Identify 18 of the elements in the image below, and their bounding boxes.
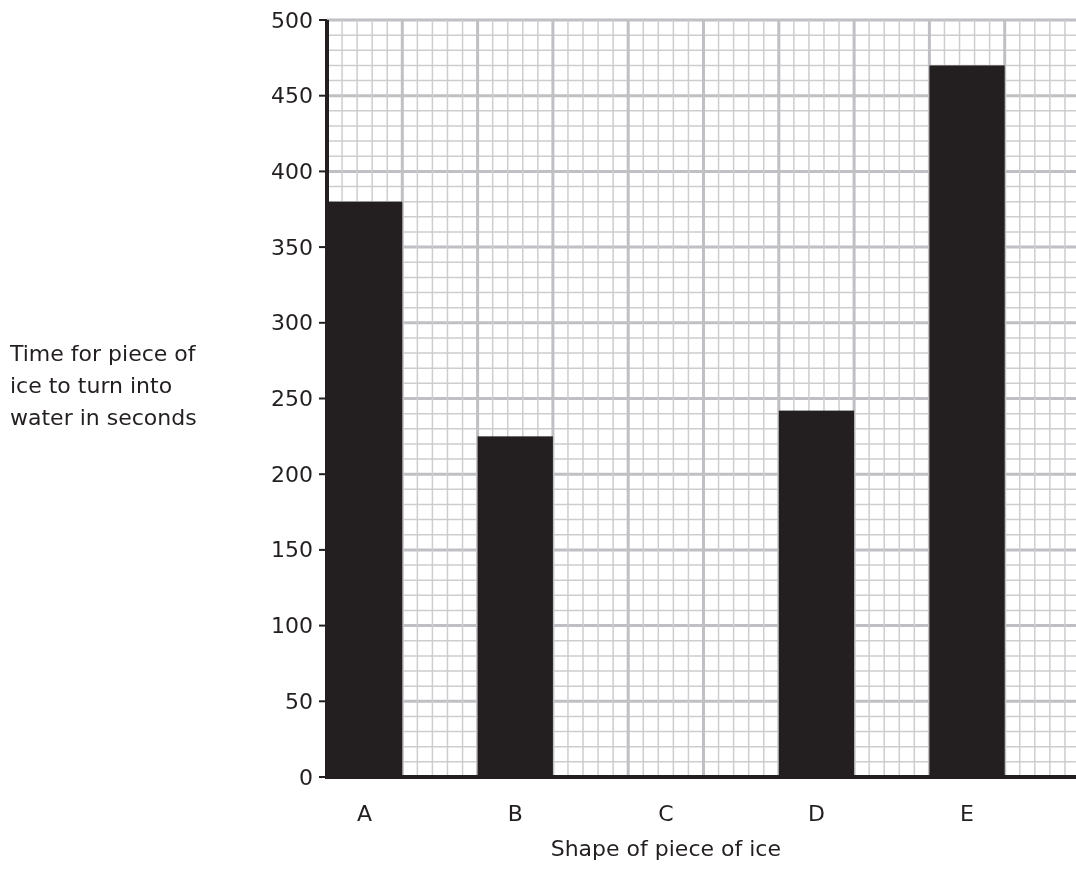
- y-tick-label: 350: [271, 234, 313, 260]
- x-tick-label: E: [960, 800, 974, 826]
- x-tick-label: D: [807, 800, 825, 826]
- y-axis-title: Time for piece of ice to turn into water in seconds: [9, 340, 197, 430]
- y-tick-label: 300: [271, 310, 313, 336]
- y-tick-label: 250: [271, 386, 313, 411]
- y-tick-label: 500: [271, 7, 313, 33]
- x-tick-label: C: [658, 800, 674, 826]
- x-tick-label: A: [357, 800, 373, 826]
- y-tick-label: 200: [271, 461, 313, 487]
- y-tick-label: 150: [271, 537, 313, 563]
- y-tick-label: 50: [285, 688, 313, 714]
- y-tick-label: 400: [271, 158, 313, 184]
- y-tick-label: 450: [271, 83, 313, 109]
- y-tick-label: 100: [271, 613, 313, 639]
- x-tick-label: B: [507, 800, 523, 826]
- y-tick-label: 0: [299, 764, 313, 790]
- x-axis-title: Shape of piece of ice: [550, 835, 781, 861]
